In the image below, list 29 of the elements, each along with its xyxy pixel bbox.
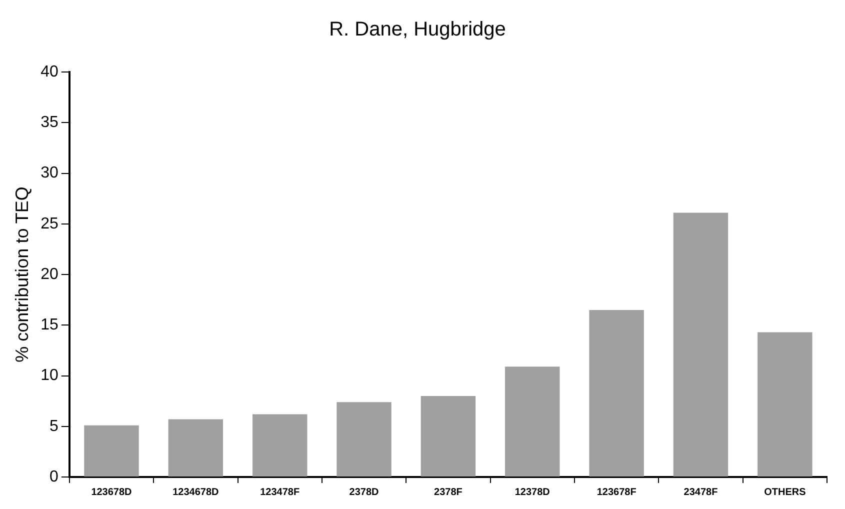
y-tick-label: 30 (40, 164, 58, 182)
bar (168, 419, 224, 476)
bar (252, 414, 308, 476)
bar (84, 425, 139, 476)
y-tick-label: 20 (40, 266, 58, 283)
x-tick-label: 123478F (260, 486, 300, 498)
bar (420, 396, 476, 476)
x-tick-label: 123678D (91, 486, 132, 498)
bar (505, 366, 560, 476)
y-tick-label: 35 (40, 114, 58, 132)
y-tick-label: 15 (40, 316, 58, 334)
y-tick-label: 10 (40, 367, 58, 384)
y-tick-label: 0 (49, 468, 58, 486)
x-tick-label: 23478F (684, 486, 718, 498)
chart-title: R. Dane, Hugbridge (329, 18, 506, 41)
bar (336, 402, 392, 476)
bar (673, 212, 728, 476)
x-tick-label: 2378D (349, 486, 379, 498)
x-tick-label: OTHERS (764, 486, 806, 498)
x-tick-label: 123678F (596, 486, 636, 498)
x-tick-label: 1234678D (172, 486, 219, 498)
x-tick-label: 2378F (434, 486, 462, 498)
bar (589, 310, 644, 476)
bar (758, 332, 812, 476)
y-tick-label: 40 (40, 63, 58, 80)
x-tick-label: 12378D (514, 486, 550, 498)
y-tick-label: 25 (40, 215, 58, 232)
y-axis-title: % contribution to TEQ (12, 186, 32, 362)
y-tick-label: 5 (49, 418, 58, 435)
